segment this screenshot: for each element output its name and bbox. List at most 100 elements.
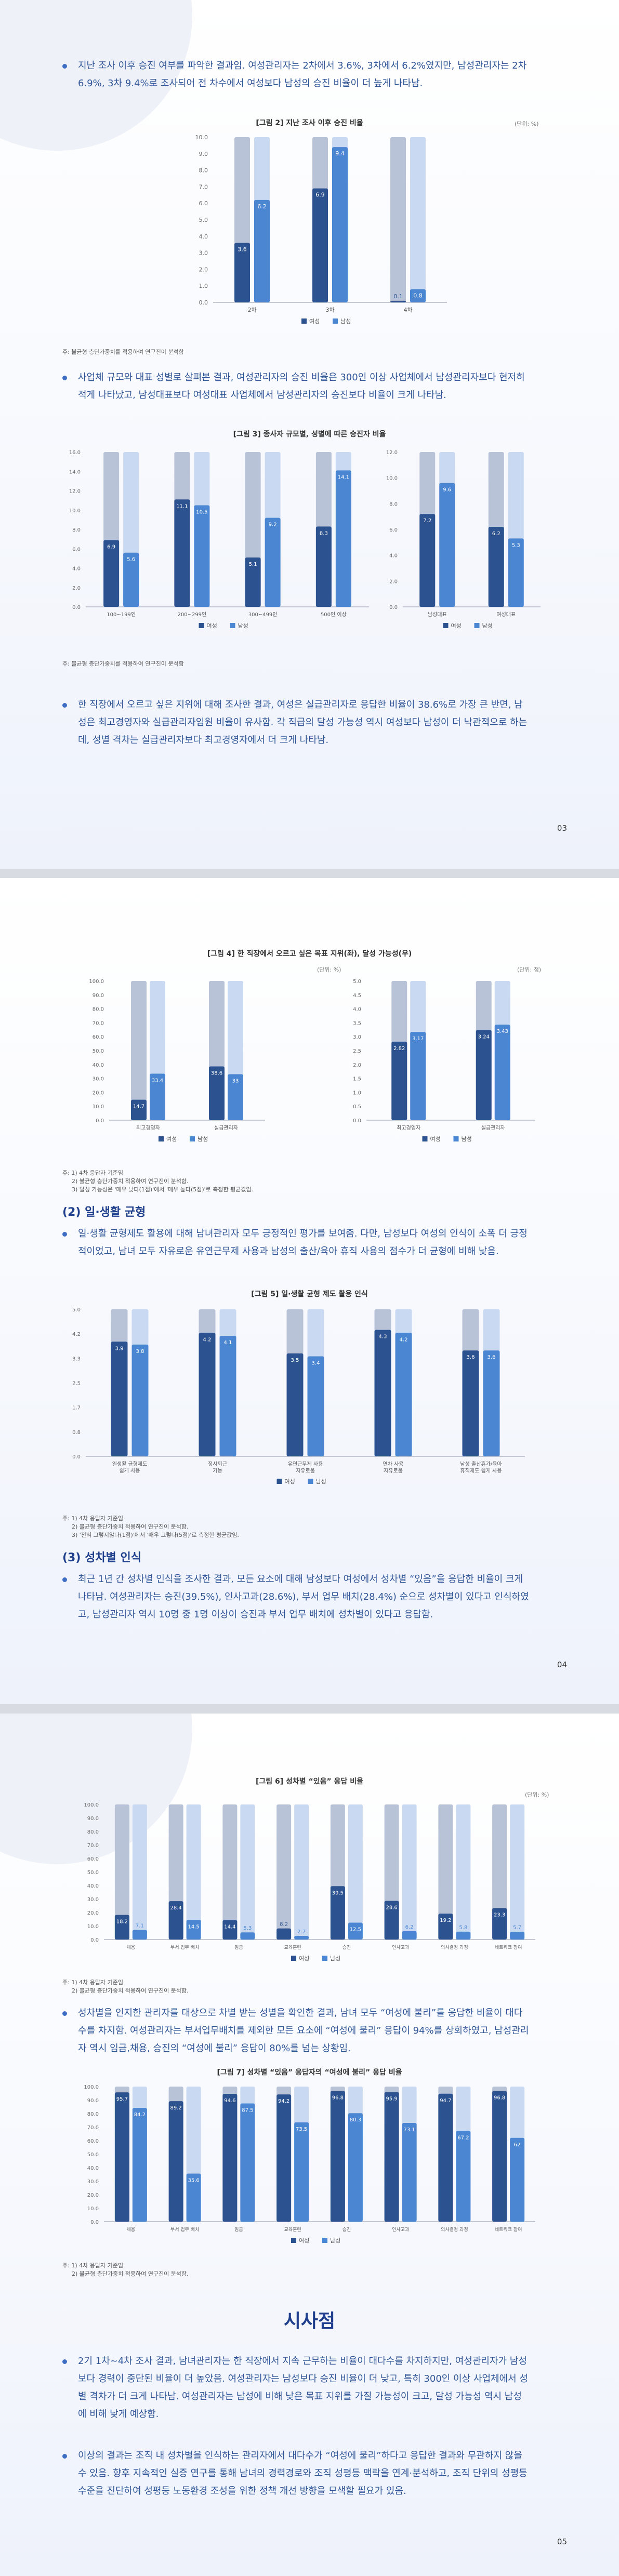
bar-female xyxy=(330,2091,345,2222)
bar-male xyxy=(456,2131,471,2222)
bar-female xyxy=(419,514,436,607)
y-tick-label: 30.0 xyxy=(93,1077,104,1082)
data-label: 3.4 xyxy=(312,1361,320,1366)
bar-male xyxy=(123,552,139,607)
y-tick-label: 10.0 xyxy=(87,1924,99,1930)
data-label: 39.5 xyxy=(332,1890,344,1896)
legend-swatch-female xyxy=(276,1479,282,1484)
chart-4-left: 0.0 10.0 20.0 30.0 40.0 50.0 60.0 70.0 80.0 90.0 1… xyxy=(89,979,265,1143)
y-tick-label: 30.0 xyxy=(87,1897,99,1903)
bar-female xyxy=(438,2093,453,2222)
x-tick-label: 임금 xyxy=(234,1944,243,1950)
bullet-dot-icon xyxy=(62,2454,67,2459)
bar-background xyxy=(132,1804,147,1940)
data-label: 12.5 xyxy=(350,1927,361,1933)
legend-label-female: 여성 xyxy=(166,1136,177,1143)
y-tick-label: 2.5 xyxy=(353,1048,361,1054)
x-tick-label: 유연근무제 사용 xyxy=(288,1461,323,1467)
data-label: 2.7 xyxy=(297,1929,306,1935)
data-label: 73.1 xyxy=(403,2127,415,2133)
bullet-dot-icon xyxy=(62,1232,67,1237)
bar-background xyxy=(222,1804,238,1940)
y-tick-label: 4.0 xyxy=(353,1007,361,1013)
chart-5-title: [그림 5] 일·생활 균형 제도 활용 인식 xyxy=(251,1290,368,1298)
bullet-target-position: 한 직장에서 오르고 싶은 지위에 대해 조사한 결과, 여성은 실급관리자로 … xyxy=(62,696,530,749)
y-tick-label: 2.5 xyxy=(72,1381,81,1387)
data-label: 0.1 xyxy=(393,293,403,300)
data-label: 28.4 xyxy=(170,1905,181,1911)
bar-background xyxy=(510,1804,525,1940)
note-3: 주: 1) 4차 응답자 기준임 2) 불균형 층단가중치 적용하여 연구진이 … xyxy=(62,1170,254,1193)
section-heading-work-life: (2) 일·생활 균형 xyxy=(62,1206,146,1219)
legend-swatch-male xyxy=(230,623,235,628)
y-tick-label: 0.0 xyxy=(389,605,398,610)
bar-female xyxy=(462,1350,479,1456)
bar-male xyxy=(132,2108,147,2222)
y-tick-label: 4.2 xyxy=(72,1332,81,1337)
bullet-dot-icon xyxy=(62,703,67,708)
legend-swatch-female xyxy=(443,623,449,628)
y-tick-label: 4.0 xyxy=(389,553,398,559)
bullet-disadvantage: 성차별을 인지한 관리자를 대상으로 차별 받는 성별을 확인한 결과, 남녀 … xyxy=(62,2004,530,2057)
bar-male xyxy=(335,470,351,607)
y-tick-label: 8.0 xyxy=(72,527,81,533)
y-tick-label: 5.0 xyxy=(199,217,208,223)
x-tick-label: 자유로움 xyxy=(296,1468,315,1474)
y-tick-label: 40.0 xyxy=(87,2166,99,2171)
page-number: 03 xyxy=(557,824,567,833)
bar-male xyxy=(228,1074,243,1120)
chart-3-title: [그림 3] 종사자 규모별, 성별에 따른 승진자 비율 xyxy=(233,430,386,439)
y-tick-label: 10.0 xyxy=(69,508,81,514)
bar-background xyxy=(294,1804,309,1940)
y-tick-label: 50.0 xyxy=(87,2152,99,2158)
chart-4-right: 0.0 0.5 1.0 1.5 2.0 2.5 3.0 3.5 4.0 4.5 5.0 2.82 3.1… xyxy=(353,979,535,1143)
legend-swatch-female xyxy=(301,318,307,324)
x-tick-label: 자유로움 xyxy=(384,1468,403,1474)
y-tick-label: 1.0 xyxy=(353,1090,361,1096)
legend-label-female: 여성 xyxy=(309,318,320,325)
data-label: 5.1 xyxy=(249,562,257,567)
x-tick-label: 쉽게 사용 xyxy=(120,1468,140,1474)
y-tick-label: 1.5 xyxy=(353,1077,361,1082)
data-label: 11.1 xyxy=(176,503,188,509)
data-label: 3.6 xyxy=(467,1355,475,1360)
data-label: 3.8 xyxy=(136,1349,144,1355)
bar-male xyxy=(439,483,455,607)
y-tick-label: 2.0 xyxy=(199,266,208,273)
bullet-text: 2기 1차~4차 조사 결과, 남녀관리자는 한 직장에서 지속 근무하는 비율… xyxy=(78,2356,528,2420)
x-tick-label: 가능 xyxy=(213,1468,222,1474)
bar-female xyxy=(330,1886,345,1940)
y-tick-label: 0.0 xyxy=(72,605,81,610)
data-label: 94.7 xyxy=(440,2098,451,2104)
bar-background xyxy=(131,981,147,1120)
bar-female xyxy=(174,499,190,607)
y-tick-label: 5.0 xyxy=(353,979,361,985)
x-tick-label: 임금 xyxy=(234,2226,243,2233)
x-tick-label: 부서 업무 배치 xyxy=(170,1944,199,1950)
data-label: 4.2 xyxy=(203,1337,212,1343)
data-label: 96.8 xyxy=(332,2095,344,2101)
bar-female xyxy=(391,1041,407,1120)
x-tick-label: 네트워크 참여 xyxy=(495,2226,522,2233)
x-tick-label: 일생활 균형제도 xyxy=(112,1460,148,1467)
legend-label-female: 여성 xyxy=(451,622,462,629)
bar-female xyxy=(492,2091,507,2222)
bar-female xyxy=(131,1099,147,1120)
bar-male xyxy=(194,505,210,607)
bar-female xyxy=(199,1333,216,1456)
bar-male xyxy=(294,2122,309,2222)
y-tick-label: 100.0 xyxy=(84,2084,99,2090)
bar-male xyxy=(219,1335,236,1456)
data-label: 5.3 xyxy=(243,1926,252,1931)
bar-female xyxy=(234,243,250,302)
bar-male xyxy=(348,2113,363,2222)
page-3: [그림 6] 성차별 “있음” 응답 비율 (단위: %) 0.0 10.0 20.… xyxy=(0,1714,619,2576)
bar-female xyxy=(390,300,406,302)
legend-swatch-male xyxy=(322,2238,327,2243)
x-tick-label: 최고경영자 xyxy=(397,1124,420,1131)
bar-female xyxy=(103,540,120,607)
y-tick-label: 80.0 xyxy=(87,2112,99,2117)
y-tick-label: 6.0 xyxy=(389,527,398,533)
y-tick-label: 14.0 xyxy=(69,469,81,475)
data-label: 9.6 xyxy=(443,487,451,493)
